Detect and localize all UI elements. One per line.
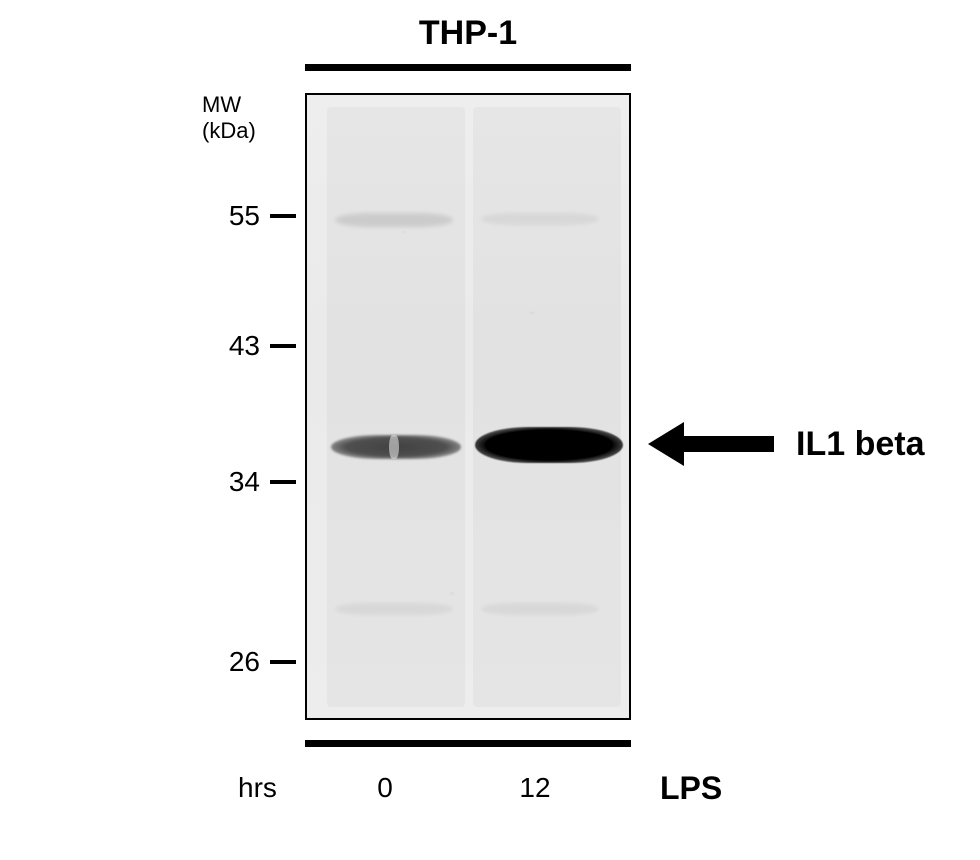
mw-tick-34: 34: [218, 466, 296, 498]
lane-streak-0: [327, 107, 465, 707]
lane-label-1: 12: [500, 772, 570, 804]
mw-tick-55: 55: [218, 200, 296, 232]
header-underline-bar: [305, 64, 631, 71]
arrow-icon: [648, 422, 774, 466]
faint-band: [481, 213, 599, 225]
faint-band: [335, 603, 453, 615]
band-lane0-il1b-gap: [389, 435, 399, 459]
mw-tick-dash: [270, 214, 296, 218]
mw-axis-title-line2: (kDa): [202, 118, 256, 144]
footer-underline-bar: [305, 740, 631, 747]
treatment-label: LPS: [660, 770, 722, 807]
band-annotation-arrow: IL1 beta: [648, 422, 924, 466]
faint-band: [481, 603, 599, 615]
western-blot-figure: THP-1 MW (kDa) 55 43 34 26: [0, 0, 980, 860]
arrow-head-icon: [648, 422, 684, 466]
mw-tick-value: 34: [218, 466, 260, 498]
mw-tick-value: 26: [218, 646, 260, 678]
band-lane1-il1b-core: [485, 431, 613, 459]
mw-axis-title-line1: MW: [202, 92, 256, 118]
mw-tick-dash: [270, 660, 296, 664]
protein-name-label: IL1 beta: [796, 425, 924, 464]
time-axis-label: hrs: [238, 772, 277, 804]
blot-membrane: [305, 93, 631, 720]
mw-tick-dash: [270, 480, 296, 484]
faint-band: [335, 213, 453, 227]
mw-tick-value: 55: [218, 200, 260, 232]
mw-tick-dash: [270, 344, 296, 348]
lane-streak-1: [473, 107, 621, 707]
arrow-shaft: [684, 436, 774, 452]
mw-tick-43: 43: [218, 330, 296, 362]
mw-tick-26: 26: [218, 646, 296, 678]
mw-axis-title: MW (kDa): [202, 92, 256, 145]
lane-label-0: 0: [355, 772, 415, 804]
mw-tick-value: 43: [218, 330, 260, 362]
sample-header-label: THP-1: [305, 14, 631, 53]
